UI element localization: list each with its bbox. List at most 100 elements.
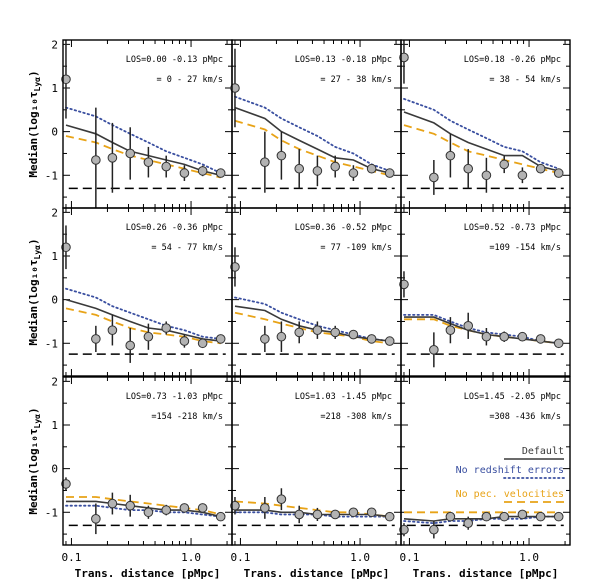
panel-frame — [62, 39, 233, 209]
velocity-annotation: = 77 -109 km/s — [320, 243, 392, 253]
x-tick-label: 0.1 — [400, 551, 420, 564]
y-tick-label: 2 — [51, 38, 58, 51]
y-axis-label: Median(log₁₀τLyα) — [27, 407, 42, 514]
data-point — [399, 52, 409, 63]
data-point — [553, 338, 564, 349]
data-point — [294, 327, 305, 338]
data-point — [481, 331, 492, 342]
y-tick-label: 1 — [51, 250, 58, 263]
data-point — [399, 279, 409, 290]
data-point — [230, 83, 240, 93]
data-point — [399, 524, 409, 535]
data-point — [429, 172, 439, 183]
data-point — [481, 511, 492, 522]
data-point — [107, 153, 118, 163]
data-point — [348, 507, 359, 518]
y-axis-label-close: ) — [27, 238, 40, 245]
data-point — [179, 168, 190, 178]
x-axis-labels: 0.1 1.0 Trans. distance [pMpc] 0.1 1.0 Trans.… — [62, 551, 559, 580]
data-point — [260, 334, 270, 344]
data-point — [499, 331, 510, 342]
data-point — [197, 166, 208, 176]
series-default — [403, 515, 559, 522]
data-point — [143, 331, 154, 342]
y-axis-labels: 210-1210-1210-1Median(log₁₀τLyα)Median(l… — [27, 38, 58, 519]
series-default — [65, 124, 221, 177]
velocity-annotation: = 27 - 38 km/s — [320, 75, 392, 85]
ticks — [63, 377, 232, 545]
los-annotation: LOS=0.18 -0.26 pMpc — [464, 55, 561, 65]
data-point — [481, 170, 492, 181]
y-tick-label: 2 — [51, 375, 58, 388]
y-axis-label: Median(log₁₀τLyα) — [27, 238, 42, 345]
los-annotation: LOS=0.13 -0.18 pMpc — [295, 55, 392, 65]
data-point — [366, 507, 377, 518]
data-point — [107, 325, 118, 335]
panel-4: LOS=0.26 -0.36 pMpc = 54 - 77 km/s — [61, 207, 233, 377]
panel-grid: LOS=0.00 -0.13 pMpc = 0 - 27 km/s LOS=0.13… — [61, 39, 571, 546]
data-point — [125, 340, 136, 351]
panel-frame — [62, 376, 233, 546]
ticks — [232, 40, 401, 208]
panel-8: LOS=1.03 -1.45 pMpc =218 -308 km/s — [230, 376, 402, 546]
y-axis-label: Median(log₁₀τLyα) — [27, 70, 42, 177]
legend-label: No redshift errors — [456, 465, 564, 476]
ticks — [401, 40, 570, 208]
data-point — [348, 329, 359, 340]
series-no-pec-velocities — [66, 496, 221, 516]
legend: Default No redshift errors No pec. velocit… — [456, 446, 565, 503]
data-point — [294, 163, 305, 174]
panel-1: LOS=0.00 -0.13 pMpc = 0 - 27 km/s — [61, 39, 233, 209]
data-point — [215, 334, 226, 344]
data-point — [125, 148, 136, 159]
data-point — [294, 509, 305, 520]
data-point — [429, 524, 439, 535]
data-point — [312, 325, 323, 335]
data-point — [91, 334, 101, 344]
velocity-annotation: =218 -308 km/s — [320, 412, 392, 422]
data-point — [215, 168, 226, 178]
data-point — [463, 163, 474, 174]
y-tick-label: 1 — [51, 82, 58, 95]
data-point — [260, 503, 270, 513]
panel-7: LOS=0.73 -1.03 pMpc =154 -218 km/s — [61, 376, 233, 546]
x-axis-label: Trans. distance [pMpc] — [75, 567, 221, 580]
y-axis-label-subscript: Lyα — [33, 77, 42, 92]
legend-label: No pec. velocities — [456, 489, 564, 500]
y-axis-label-subscript: Lyα — [33, 414, 42, 429]
data-point — [384, 511, 395, 522]
data-point — [348, 168, 359, 178]
data-point — [535, 511, 546, 522]
panel-5: LOS=0.36 -0.52 pMpc = 77 -109 km/s — [230, 207, 402, 377]
data-point — [91, 155, 101, 165]
data-point — [161, 323, 172, 333]
series-no-pec-velocities — [403, 124, 559, 174]
ticks — [232, 208, 401, 376]
series-no-redshift-errors — [403, 98, 560, 170]
data-point — [179, 336, 190, 346]
data-point — [161, 161, 172, 172]
y-tick-label: 0 — [51, 463, 58, 476]
y-axis-label-main: Median(log₁₀τ — [27, 428, 40, 514]
y-tick-label: 0 — [51, 294, 58, 307]
series-no-pec-velocities — [65, 307, 221, 345]
y-axis-label-main: Median(log₁₀τ — [27, 259, 40, 345]
data-point — [535, 163, 546, 174]
data-point — [91, 514, 101, 524]
data-point — [61, 74, 71, 85]
data-point — [276, 150, 287, 161]
y-tick-label: 2 — [51, 206, 58, 219]
ticks — [63, 40, 232, 208]
data-point — [276, 494, 287, 504]
panel-frame — [400, 207, 571, 377]
panel-3: LOS=0.18 -0.26 pMpc = 38 - 54 km/s — [399, 39, 571, 209]
panel-frame — [400, 39, 571, 209]
y-axis-label-close: ) — [27, 407, 40, 414]
data-point — [330, 161, 341, 172]
data-point — [330, 327, 341, 338]
los-annotation: LOS=0.26 -0.36 pMpc — [126, 223, 223, 233]
los-annotation: LOS=0.52 -0.73 pMpc — [464, 223, 561, 233]
los-annotation: LOS=1.45 -2.05 pMpc — [464, 392, 561, 402]
velocity-annotation: =109 -154 km/s — [489, 243, 561, 253]
data-point — [499, 159, 510, 170]
